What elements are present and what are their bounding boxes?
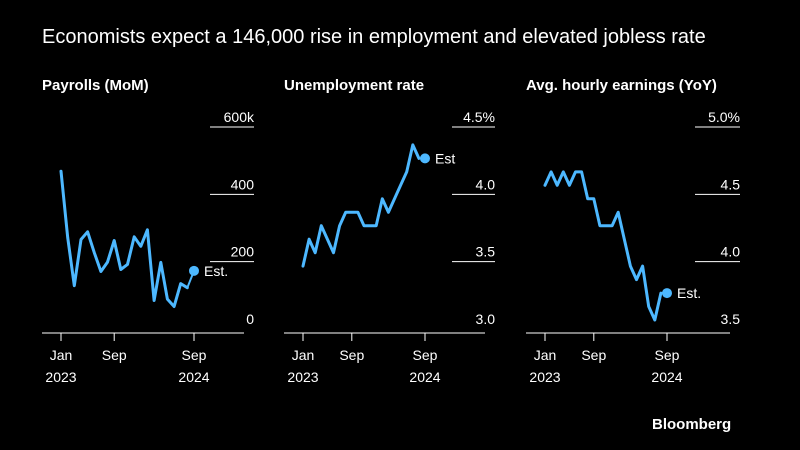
y-tick-label: 5.0%: [708, 109, 740, 125]
x-tick-label: Sep: [413, 347, 438, 363]
x-tick-label: Sep: [182, 347, 207, 363]
x-tick-label: Jan: [50, 347, 73, 363]
source-logo: Bloomberg: [652, 416, 732, 433]
y-tick-label: 0: [246, 311, 254, 327]
x-tick-year-label: 2024: [409, 369, 440, 385]
series-line: [59, 169, 189, 308]
y-tick-label: 3.0: [476, 311, 496, 327]
x-tick-label: Jan: [292, 347, 315, 363]
panel-title: Payrolls (MoM): [42, 77, 149, 94]
series-line: [543, 170, 663, 322]
estimate-dot: [662, 288, 672, 299]
estimate-label: Est.: [204, 263, 228, 279]
estimate-label: Est: [435, 150, 455, 166]
chart-headline: Economists expect a 146,000 rise in empl…: [42, 26, 706, 48]
y-tick-label: 4.0: [721, 244, 741, 260]
x-tick-year-label: 2024: [651, 369, 682, 385]
x-tick-year-label: 2023: [287, 369, 318, 385]
x-tick-label: Sep: [102, 347, 127, 363]
x-tick-label: Sep: [655, 347, 680, 363]
x-tick-label: Jan: [534, 347, 557, 363]
panel-title: Avg. hourly earnings (YoY): [526, 77, 717, 94]
y-tick-label: 4.5: [721, 176, 741, 192]
y-tick-label: 4.0: [476, 176, 496, 192]
x-tick-year-label: 2024: [178, 369, 209, 385]
y-tick-label: 3.5: [721, 311, 741, 327]
series-line: [301, 143, 421, 268]
y-tick-label: 3.5: [476, 244, 496, 260]
y-tick-label: 400: [231, 176, 255, 192]
panel-title: Unemployment rate: [284, 77, 424, 94]
y-tick-label: 600k: [224, 109, 255, 125]
estimate-dot: [189, 265, 199, 276]
x-tick-label: Sep: [339, 347, 364, 363]
estimate-label: Est.: [677, 285, 701, 301]
x-tick-label: Sep: [581, 347, 606, 363]
y-tick-label: 4.5%: [463, 109, 495, 125]
x-tick-year-label: 2023: [45, 369, 76, 385]
estimate-dot: [420, 153, 430, 164]
y-tick-label: 200: [231, 244, 255, 260]
x-tick-year-label: 2023: [529, 369, 560, 385]
